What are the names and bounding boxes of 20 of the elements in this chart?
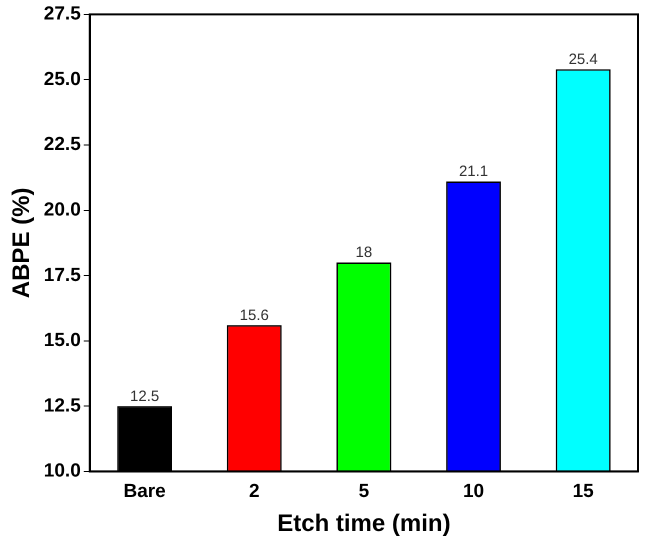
y-tick-label: 17.5 [44, 264, 82, 286]
y-tick-label: 25.0 [44, 68, 81, 90]
data-label: 21.1 [458, 163, 488, 180]
data-label: 15.6 [240, 306, 269, 324]
x-tick-label: Bare [123, 481, 166, 502]
data-label: 25.4 [568, 50, 598, 68]
x-tick-label: 5 [358, 481, 370, 502]
x-axis-title: Etch time (min) [277, 510, 451, 538]
data-label: 12.5 [130, 388, 160, 405]
y-tick-label: 12.5 [44, 395, 82, 416]
y-tick-label: 22.5 [44, 134, 82, 156]
x-tick-label: 10 [462, 481, 484, 502]
y-tick-label: 27.5 [44, 4, 82, 25]
y-axis-title: ABPE (%) [8, 188, 36, 298]
y-tick-label: 10.0 [44, 460, 81, 482]
x-tick-label: 2 [248, 481, 260, 502]
x-tick-label: 15 [572, 481, 594, 502]
data-label: 18 [356, 244, 372, 262]
y-tick-label: 20.0 [44, 199, 81, 220]
y-tick-label: 15.0 [44, 330, 81, 352]
